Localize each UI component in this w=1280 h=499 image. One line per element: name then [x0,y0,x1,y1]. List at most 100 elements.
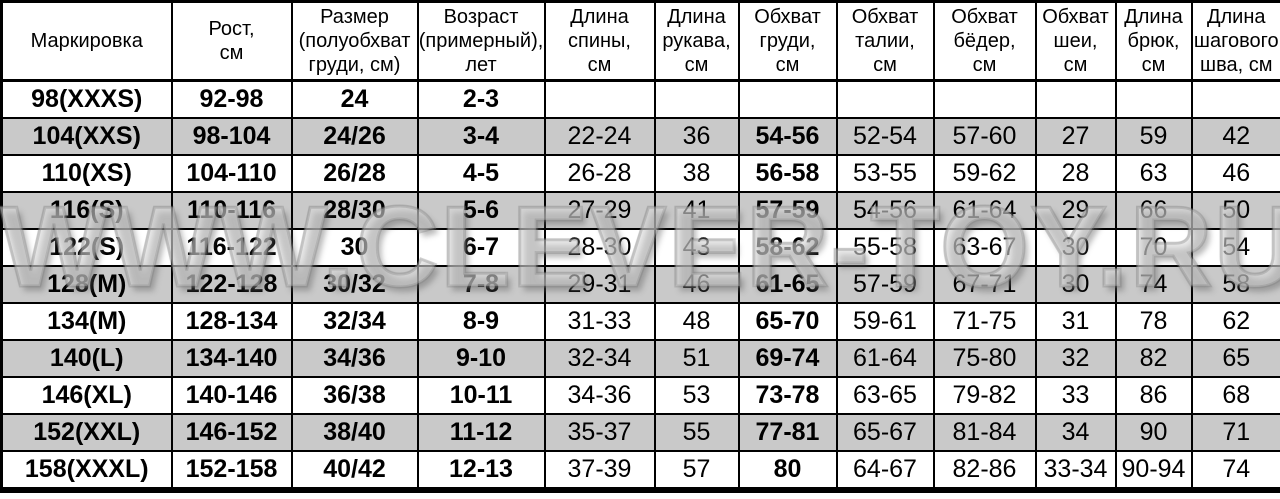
cell-size: 40/42 [290,450,419,491]
cell-hip-girth: 79-82 [932,376,1037,415]
cell-age: 6-7 [416,228,546,267]
cell-age: 8-9 [416,302,546,341]
cell-waist-girth: 61-64 [835,339,935,378]
cell-age: 3-4 [416,117,546,156]
cell-age: 2-3 [416,79,546,119]
cell-neck-girth: 31 [1034,302,1117,341]
cell-trouser-length: 74 [1114,265,1193,304]
cell-trouser-length [1114,79,1193,119]
cell-height: 122-128 [170,265,293,304]
column-header-chest-girth: Обхват груди, см [737,0,838,82]
cell-waist-girth: 57-59 [835,265,935,304]
cell-chest-girth: 65-70 [737,302,838,341]
cell-trouser-length: 90-94 [1114,450,1193,491]
table-row: 152(XXL) 146-152 38/40 11-12 35-37 55 77-81 65-… [0,413,1280,452]
cell-inseam-length: 46 [1190,154,1280,193]
cell-marking: 104(XXS) [0,117,173,156]
table-row: 128(M) 122-128 30/32 7-8 29-31 46 61-65 57-59 67… [0,265,1280,304]
cell-hip-girth: 82-86 [932,450,1037,491]
table-row: 140(L) 134-140 34/36 9-10 32-34 51 69-74 61-64 7… [0,339,1280,378]
cell-inseam-length: 65 [1190,339,1280,378]
cell-trouser-length: 82 [1114,339,1193,378]
cell-back-length [543,79,656,119]
cell-sleeve-length: 53 [653,376,740,415]
table-row: 134(M) 128-134 32/34 8-9 31-33 48 65-70 59-61 71… [0,302,1280,341]
table-row: 98(XXXS) 92-98 24 2-3 [0,79,1280,119]
cell-chest-girth: 80 [737,450,838,491]
cell-height: 104-110 [170,154,293,193]
cell-height: 146-152 [170,413,293,452]
cell-size: 34/36 [290,339,419,378]
cell-height: 116-122 [170,228,293,267]
cell-back-length: 32-34 [543,339,656,378]
cell-hip-girth: 63-67 [932,228,1037,267]
cell-sleeve-length: 41 [653,191,740,230]
cell-back-length: 34-36 [543,376,656,415]
cell-marking: 158(XXXL) [0,450,173,491]
cell-trouser-length: 59 [1114,117,1193,156]
cell-trouser-length: 70 [1114,228,1193,267]
column-header-neck-girth: Обхват шеи, см [1034,0,1117,82]
cell-waist-girth: 53-55 [835,154,935,193]
cell-size: 32/34 [290,302,419,341]
cell-neck-girth: 30 [1034,228,1117,267]
cell-trouser-length: 90 [1114,413,1193,452]
cell-height: 98-104 [170,117,293,156]
cell-hip-girth: 75-80 [932,339,1037,378]
cell-marking: 122(S) [0,228,173,267]
cell-size: 36/38 [290,376,419,415]
cell-sleeve-length: 51 [653,339,740,378]
cell-neck-girth: 32 [1034,339,1117,378]
cell-waist-girth: 54-56 [835,191,935,230]
cell-inseam-length: 68 [1190,376,1280,415]
cell-chest-girth: 54-56 [737,117,838,156]
cell-waist-girth: 64-67 [835,450,935,491]
cell-hip-girth: 71-75 [932,302,1037,341]
column-header-inseam-length: Длина шагового шва, см [1190,0,1280,82]
cell-neck-girth: 30 [1034,265,1117,304]
column-header-age: Возраст (примерный), лет [416,0,546,82]
cell-chest-girth: 77-81 [737,413,838,452]
cell-marking: 134(M) [0,302,173,341]
cell-waist-girth [835,79,935,119]
cell-age: 10-11 [416,376,546,415]
cell-waist-girth: 59-61 [835,302,935,341]
cell-trouser-length: 78 [1114,302,1193,341]
cell-height: 134-140 [170,339,293,378]
cell-age: 7-8 [416,265,546,304]
cell-neck-girth: 28 [1034,154,1117,193]
cell-waist-girth: 52-54 [835,117,935,156]
size-table-body: 98(XXXS) 92-98 24 2-3 104(XXS) 98-104 24/26 3-4… [0,79,1280,491]
cell-chest-girth: 61-65 [737,265,838,304]
cell-marking: 146(XL) [0,376,173,415]
cell-age: 12-13 [416,450,546,491]
cell-age: 11-12 [416,413,546,452]
cell-marking: 152(XXL) [0,413,173,452]
cell-inseam-length: 50 [1190,191,1280,230]
cell-inseam-length: 71 [1190,413,1280,452]
cell-size: 24 [290,79,419,119]
cell-neck-girth: 29 [1034,191,1117,230]
column-header-waist-girth: Обхват талии, см [835,0,935,82]
cell-size: 30/32 [290,265,419,304]
table-row: 146(XL) 140-146 36/38 10-11 34-36 53 73-78 63-6… [0,376,1280,415]
cell-neck-girth [1034,79,1117,119]
table-row: 116(S) 110-116 28/30 5-6 27-29 41 57-59 54-56 61… [0,191,1280,230]
cell-sleeve-length: 55 [653,413,740,452]
cell-waist-girth: 65-67 [835,413,935,452]
column-header-hip-girth: Обхват бёдер, см [932,0,1037,82]
cell-chest-girth [737,79,838,119]
cell-hip-girth: 59-62 [932,154,1037,193]
cell-age: 4-5 [416,154,546,193]
cell-chest-girth: 56-58 [737,154,838,193]
cell-age: 9-10 [416,339,546,378]
cell-chest-girth: 57-59 [737,191,838,230]
table-row: 110(XS) 104-110 26/28 4-5 26-28 38 56-58 53-55 5… [0,154,1280,193]
cell-back-length: 35-37 [543,413,656,452]
cell-inseam-length: 54 [1190,228,1280,267]
cell-marking: 110(XS) [0,154,173,193]
cell-back-length: 26-28 [543,154,656,193]
table-row: 122(S) 116-122 30 6-7 28-30 43 58-62 55-58 63-67… [0,228,1280,267]
